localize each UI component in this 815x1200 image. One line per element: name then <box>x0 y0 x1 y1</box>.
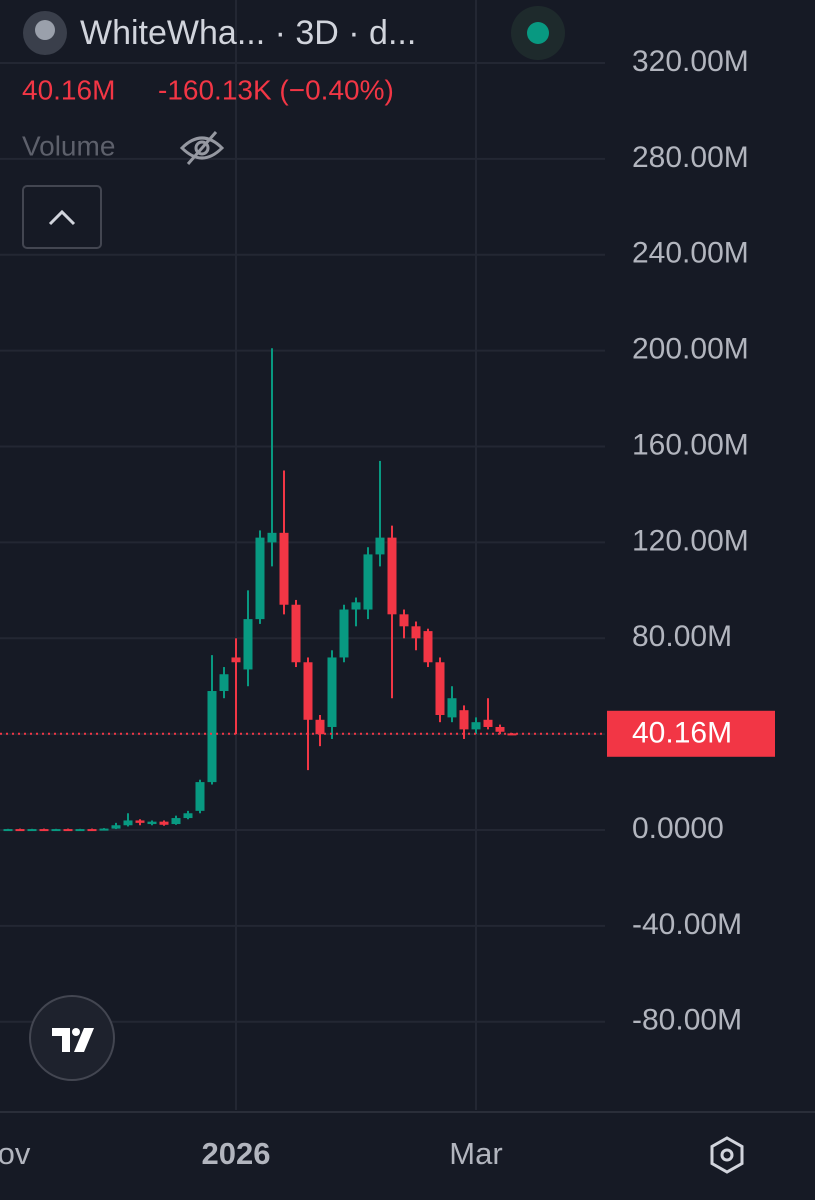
candle-body <box>159 821 169 825</box>
candle-body <box>207 691 217 783</box>
x-tick-label: ov <box>0 1136 31 1171</box>
price-tag <box>607 710 775 757</box>
collapse-button[interactable] <box>22 185 102 249</box>
tv-logo-dot <box>72 1028 80 1036</box>
candle-body <box>135 820 145 823</box>
candle-body <box>267 532 277 543</box>
candle-body <box>255 537 265 620</box>
y-tick-label: 80.00M <box>632 620 732 653</box>
candle-body <box>111 825 121 829</box>
candle-body <box>231 657 241 663</box>
candle-body <box>459 710 469 730</box>
candle-body <box>195 782 205 811</box>
candle-body <box>243 619 253 670</box>
tv-logo-mark <box>52 1028 94 1052</box>
y-tick-label: 0.0000 <box>632 812 724 845</box>
price-tag-label: 40.16M <box>632 717 732 750</box>
y-tick-label: 320.00M <box>632 45 749 78</box>
candle-body <box>495 726 505 732</box>
candle-body <box>15 829 25 832</box>
candle-body <box>99 828 109 831</box>
y-tick-label: 160.00M <box>632 428 749 461</box>
y-tick-label: 120.00M <box>632 524 749 557</box>
candle-body <box>375 537 385 555</box>
status-dot <box>527 22 549 44</box>
candle-body <box>51 829 61 832</box>
candle-body <box>423 631 433 663</box>
candle-body <box>171 818 181 825</box>
plot <box>0 348 605 832</box>
candle-body <box>39 829 49 832</box>
volume-label[interactable]: Volume <box>22 130 115 161</box>
settings-icon-center <box>720 1148 734 1162</box>
candle-body <box>3 829 13 832</box>
chevron-icon <box>48 209 76 226</box>
candle-body <box>471 722 481 730</box>
symbol-title[interactable]: WhiteWha... · 3D · d... <box>80 14 416 52</box>
y-tick-label: 200.00M <box>632 333 749 366</box>
candle-body <box>123 820 133 826</box>
candle-body <box>351 602 361 610</box>
candle-body <box>75 829 85 832</box>
header-price: 40.16M <box>22 74 115 105</box>
y-tick-label: -80.00M <box>632 1004 742 1037</box>
candle-body <box>399 614 409 627</box>
avatar-figure <box>35 20 55 40</box>
tv-logo[interactable] <box>29 995 115 1081</box>
candle-body <box>363 554 373 610</box>
hide-icon[interactable] <box>179 131 225 165</box>
candle-body <box>219 674 229 692</box>
candle-body <box>87 829 97 832</box>
candle-body <box>339 609 349 658</box>
candle-body <box>411 626 421 639</box>
candle-body <box>147 821 157 825</box>
candle-body <box>387 537 397 615</box>
candle-body <box>327 657 337 727</box>
candle-body <box>303 662 313 720</box>
candle-body <box>27 829 37 832</box>
x-tick-label: 2026 <box>202 1136 271 1171</box>
candle-body <box>63 829 73 832</box>
candle-body <box>483 719 493 727</box>
candle-body <box>447 698 457 718</box>
x-tick-label: Mar <box>449 1136 502 1171</box>
candle-body <box>315 719 325 735</box>
candle-body <box>291 604 301 663</box>
header-change: -160.13K (−0.40%) <box>158 74 394 105</box>
settings-icon[interactable] <box>710 1136 744 1174</box>
y-tick-label: 240.00M <box>632 237 749 270</box>
candle-body <box>435 662 445 715</box>
candle-body <box>183 813 193 819</box>
candle-body <box>279 532 289 605</box>
y-tick-label: -40.00M <box>632 908 742 941</box>
y-tick-label: 280.00M <box>632 141 749 174</box>
